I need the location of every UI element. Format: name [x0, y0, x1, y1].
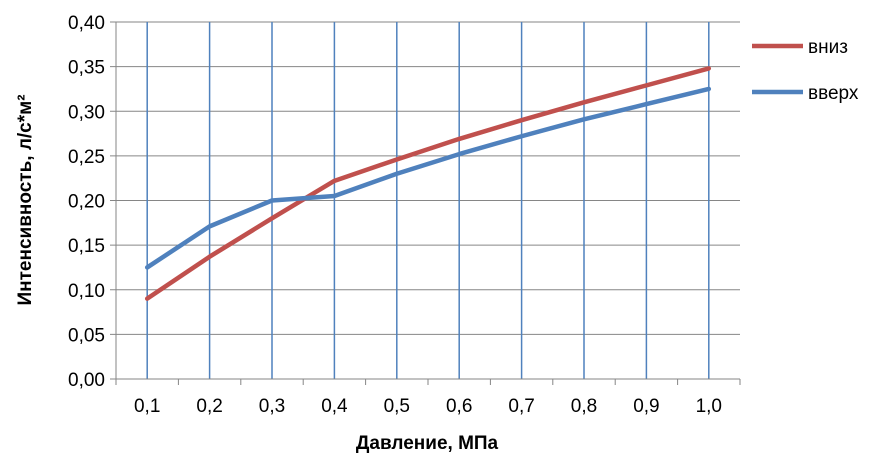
- y-tick-label: 0,05: [68, 325, 105, 346]
- y-tick-label: 0,30: [68, 102, 105, 123]
- x-tick-label: 0,6: [446, 396, 472, 417]
- y-tick-label: 0,00: [68, 370, 105, 391]
- x-tick-label: 0,9: [633, 396, 659, 417]
- series-line-1: [144, 66, 712, 301]
- x-tick-label: 0,2: [196, 396, 222, 417]
- legend: вниз вверх: [752, 37, 859, 104]
- y-axis-title: Интенсивность, л/с*м²: [15, 94, 36, 305]
- x-tick-label: 0,3: [259, 396, 285, 417]
- x-tick-label: 0,8: [571, 396, 597, 417]
- x-tick-label: 1,0: [696, 396, 722, 417]
- axes: [110, 21, 741, 385]
- y-axis-ticks: 0,00 0,05 0,10 0,15 0,20 0,25 0,30 0,35 0,40: [68, 13, 105, 391]
- y-tick-label: 0,10: [68, 281, 105, 302]
- x-axis-title: Давление, МПа: [356, 433, 499, 454]
- x-tick-label: 0,1: [134, 396, 160, 417]
- y-tick-label: 0,35: [68, 58, 105, 79]
- x-axis-ticks: 0,1 0,2 0,3 0,4 0,5 0,6 0,7 0,8 0,9 1,0: [134, 396, 722, 417]
- x-tick-label: 0,7: [508, 396, 534, 417]
- y-tick-label: 0,40: [68, 13, 105, 34]
- legend-label: вверх: [808, 83, 859, 104]
- x-tick-label: 0,4: [321, 396, 348, 417]
- series-line-2: [144, 86, 712, 270]
- grid: [116, 21, 740, 379]
- series-lines: [144, 66, 712, 301]
- legend-label: вниз: [808, 37, 848, 58]
- y-tick-label: 0,20: [68, 192, 105, 213]
- x-tick-label: 0,5: [384, 396, 410, 417]
- y-tick-label: 0,25: [68, 147, 105, 168]
- y-tick-label: 0,15: [68, 236, 105, 257]
